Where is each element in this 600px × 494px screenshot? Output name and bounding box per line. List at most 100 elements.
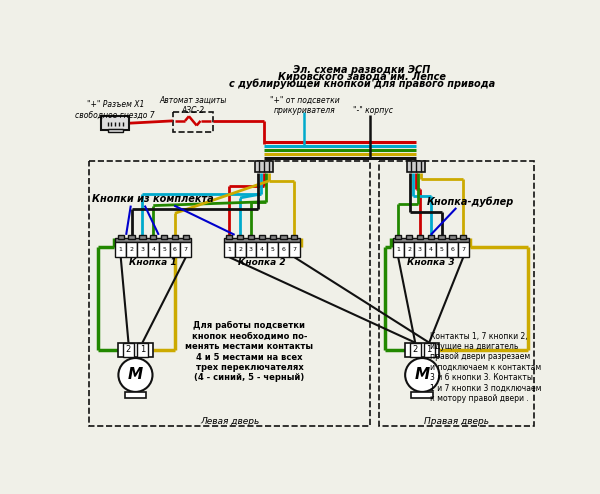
Bar (183, 235, 189, 239)
Bar (224, 238, 300, 242)
Bar (161, 235, 167, 239)
Text: 3: 3 (249, 247, 253, 252)
Bar (170, 242, 181, 257)
Bar (101, 116, 129, 130)
Bar (107, 128, 123, 132)
Bar (449, 235, 455, 239)
Bar (115, 238, 191, 242)
Circle shape (405, 358, 439, 392)
Text: 5: 5 (440, 247, 443, 252)
Text: 6: 6 (451, 247, 454, 252)
Bar (410, 343, 421, 357)
Text: 7: 7 (292, 247, 296, 252)
Text: 4: 4 (151, 247, 155, 252)
Bar (148, 242, 159, 257)
Bar (405, 343, 439, 357)
Text: с дублирующей кнопкой для правого привода: с дублирующей кнопкой для правого привод… (229, 79, 495, 89)
Text: Для работы подсветки
кнопок необходимо по-
менять местами контакты
4 и 5 местами: Для работы подсветки кнопок необходимо п… (185, 322, 313, 382)
Bar (137, 343, 148, 357)
Bar (89, 161, 370, 426)
Text: 2: 2 (238, 247, 242, 252)
Text: М: М (128, 368, 143, 382)
Bar (137, 242, 148, 257)
Text: 5: 5 (162, 247, 166, 252)
Bar (139, 235, 146, 239)
Circle shape (118, 358, 152, 392)
Bar (395, 235, 401, 239)
Text: 5: 5 (271, 247, 275, 252)
Bar (404, 242, 415, 257)
Text: Кнопка 1: Кнопка 1 (130, 258, 177, 267)
Text: 2: 2 (413, 345, 418, 354)
Text: 3: 3 (140, 247, 145, 252)
Text: 4: 4 (260, 247, 264, 252)
Bar (172, 235, 178, 239)
Bar (245, 242, 256, 257)
Text: Кировского завода им. Лепсе: Кировского завода им. Лепсе (278, 72, 446, 82)
Bar (126, 242, 137, 257)
Text: 7: 7 (461, 247, 465, 252)
Text: 1: 1 (227, 247, 231, 252)
Bar (173, 112, 213, 132)
Text: Кнопка-дублер: Кнопка-дублер (427, 197, 514, 207)
Bar (393, 238, 469, 242)
Text: 1: 1 (427, 345, 432, 354)
Bar (417, 235, 423, 239)
Bar (460, 235, 466, 239)
Bar (150, 235, 157, 239)
Text: Левая дверь: Левая дверь (200, 417, 260, 426)
Bar (407, 161, 425, 172)
Bar (393, 242, 404, 257)
Text: 6: 6 (281, 247, 286, 252)
Bar (428, 235, 434, 239)
Text: 1: 1 (140, 345, 145, 354)
Bar (158, 242, 170, 257)
Bar (181, 242, 191, 257)
Bar (224, 242, 235, 257)
Bar (447, 242, 458, 257)
Bar (436, 242, 447, 257)
Bar (125, 392, 146, 398)
Text: 1: 1 (396, 247, 400, 252)
Bar (291, 235, 298, 239)
Text: 2: 2 (130, 247, 134, 252)
Text: "+" от подсветки
прикуривателя: "+" от подсветки прикуривателя (269, 96, 339, 115)
Bar (128, 235, 134, 239)
Text: Правая дверь: Правая дверь (424, 417, 489, 426)
Text: 2: 2 (407, 247, 411, 252)
Bar (248, 235, 254, 239)
Text: "-" корпус: "-" корпус (353, 106, 394, 115)
Bar (278, 242, 289, 257)
Text: Автомат защиты
АЗС-2: Автомат защиты АЗС-2 (159, 96, 226, 115)
Bar (458, 242, 469, 257)
Text: Кнопка 3: Кнопка 3 (407, 258, 455, 267)
Bar (123, 343, 134, 357)
Text: Контакты 1, 7 кнопки 2,
идущие на двигатель
правой двери разрезаем
и подключаем : Контакты 1, 7 кнопки 2, идущие на двигат… (430, 331, 541, 403)
Bar (256, 242, 267, 257)
Bar (425, 242, 436, 257)
Text: Кнопка 2: Кнопка 2 (238, 258, 286, 267)
Bar (415, 242, 425, 257)
Bar (259, 235, 265, 239)
Bar (115, 242, 126, 257)
Text: 2: 2 (126, 345, 131, 354)
Bar (406, 235, 412, 239)
Bar (267, 242, 278, 257)
Bar (118, 343, 152, 357)
Bar (289, 242, 300, 257)
Bar (412, 392, 433, 398)
Bar (280, 235, 287, 239)
Bar (424, 343, 434, 357)
Text: 6: 6 (173, 247, 177, 252)
Text: 7: 7 (184, 247, 188, 252)
Bar (379, 161, 534, 426)
Bar (255, 161, 274, 172)
Bar (235, 242, 245, 257)
Text: Кнопки из комплекта: Кнопки из комплекта (92, 195, 214, 205)
Text: 4: 4 (429, 247, 433, 252)
Text: 3: 3 (418, 247, 422, 252)
Bar (226, 235, 232, 239)
Text: 1: 1 (119, 247, 122, 252)
Text: М: М (415, 368, 430, 382)
Bar (118, 235, 124, 239)
